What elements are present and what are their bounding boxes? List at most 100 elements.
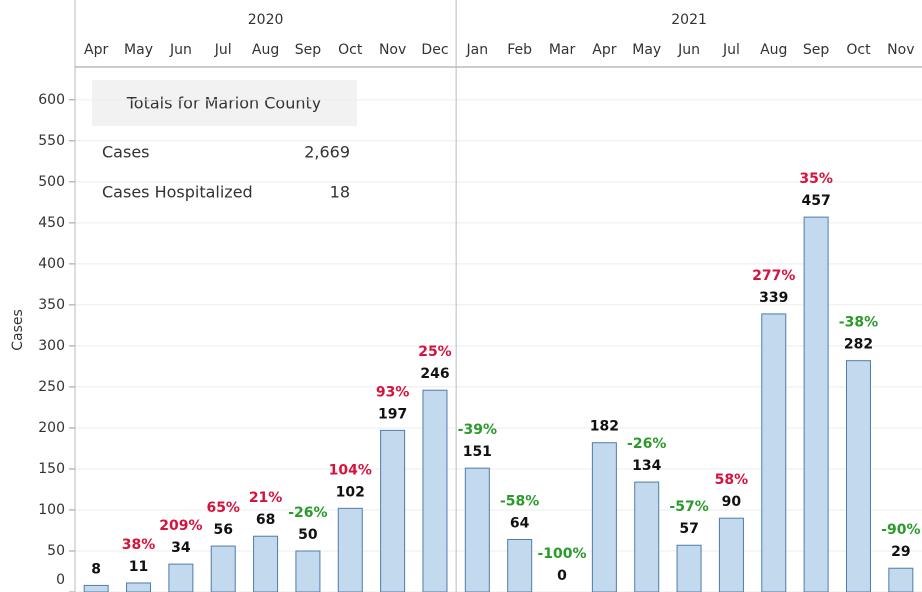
value-label: 457: [802, 193, 831, 209]
month-label: Nov: [379, 42, 406, 58]
month-label: May: [124, 42, 153, 58]
value-label: 29: [891, 544, 910, 560]
y-tick-label: 200: [38, 420, 65, 436]
month-label: Jul: [722, 42, 740, 58]
value-label: 0: [557, 568, 567, 584]
totals-value: 18: [330, 183, 350, 202]
bar: [337, 507, 363, 592]
y-axis-label: Cases: [10, 309, 26, 351]
totals-value: 2,669: [304, 143, 350, 162]
totals-box: [92, 80, 357, 126]
value-label: 151: [463, 444, 492, 460]
value-label: 34: [171, 540, 191, 556]
change-label: 38%: [122, 537, 156, 553]
bar: [253, 535, 279, 592]
change-label: -100%: [537, 546, 586, 562]
totals-title: Totals for Marion County: [126, 94, 322, 113]
month-label: Jul: [214, 42, 232, 58]
value-label: 64: [510, 516, 530, 532]
month-label: May: [632, 42, 661, 58]
y-tick-label: 150: [38, 461, 65, 477]
bar: [464, 467, 490, 592]
value-label: 282: [844, 337, 873, 353]
bar: [718, 517, 744, 592]
month-label: Aug: [760, 42, 787, 58]
y-tick-label: 250: [38, 379, 65, 395]
bar: [507, 539, 533, 592]
bar: [634, 481, 660, 592]
value-label: 339: [759, 290, 788, 306]
month-label: Nov: [887, 42, 914, 58]
month-label: Sep: [295, 42, 322, 58]
y-tick-label: 600: [38, 92, 65, 108]
change-label: -90%: [881, 522, 920, 538]
change-label: 277%: [752, 268, 795, 284]
bar: [210, 545, 236, 592]
change-label: 209%: [159, 518, 202, 534]
month-label: Apr: [592, 42, 616, 58]
y-tick-label: 450: [38, 215, 65, 231]
value-label: 68: [256, 512, 275, 528]
month-label: Apr: [84, 42, 108, 58]
value-label: 50: [298, 527, 318, 543]
month-label: Oct: [338, 42, 363, 58]
bar: [803, 216, 829, 592]
bar: [591, 442, 617, 592]
bar: [126, 582, 152, 592]
year-label: 2020: [248, 12, 284, 28]
change-label: -26%: [288, 505, 327, 521]
month-label: Oct: [846, 42, 871, 58]
value-label: 102: [336, 484, 365, 500]
month-label: Jun: [169, 42, 192, 58]
value-label: 90: [722, 494, 742, 510]
change-label: -26%: [627, 436, 666, 452]
change-label: 93%: [376, 384, 410, 400]
month-label: Aug: [252, 42, 279, 58]
value-label: 182: [590, 419, 619, 435]
change-label: -38%: [839, 315, 878, 331]
value-label: 56: [213, 522, 232, 538]
change-label: 35%: [799, 171, 833, 187]
bar: [676, 544, 702, 592]
change-label: 25%: [418, 344, 452, 360]
bar: [761, 313, 787, 592]
change-label: -58%: [500, 494, 539, 510]
change-label: -39%: [458, 422, 497, 438]
y-tick-label: 500: [38, 174, 65, 190]
change-label: 104%: [329, 462, 372, 478]
y-tick-label: 0: [56, 572, 65, 588]
change-label: 65%: [206, 500, 240, 516]
y-tick-label: 550: [38, 133, 65, 149]
month-label: Sep: [803, 42, 830, 58]
bar: [380, 429, 406, 592]
bar: [888, 567, 914, 592]
change-label: -57%: [669, 499, 708, 515]
change-label: 21%: [249, 490, 283, 506]
bar: [83, 584, 109, 592]
value-label: 11: [129, 559, 148, 575]
year-label: 2021: [671, 12, 707, 28]
month-label: Mar: [549, 42, 576, 58]
month-label: Feb: [507, 42, 532, 58]
y-tick-label: 50: [47, 543, 65, 559]
month-label: Jan: [466, 42, 489, 58]
value-label: 8: [91, 561, 101, 577]
bar: [845, 360, 871, 592]
month-label: Jun: [677, 42, 700, 58]
month-label: Dec: [421, 42, 448, 58]
y-tick-label: 350: [38, 297, 65, 313]
value-label: 246: [420, 366, 449, 382]
bar: [295, 550, 321, 592]
totals-label: Cases Hospitalized: [102, 183, 253, 202]
y-tick-label: 300: [38, 338, 65, 354]
bar: [168, 563, 194, 592]
y-tick-label: 400: [38, 256, 65, 272]
bar: [422, 389, 448, 592]
value-label: 57: [679, 521, 698, 537]
change-label: 58%: [715, 472, 749, 488]
y-tick-label: 100: [38, 502, 65, 518]
value-label: 134: [632, 458, 661, 474]
totals-label: Cases: [102, 143, 150, 162]
value-label: 197: [378, 406, 407, 422]
